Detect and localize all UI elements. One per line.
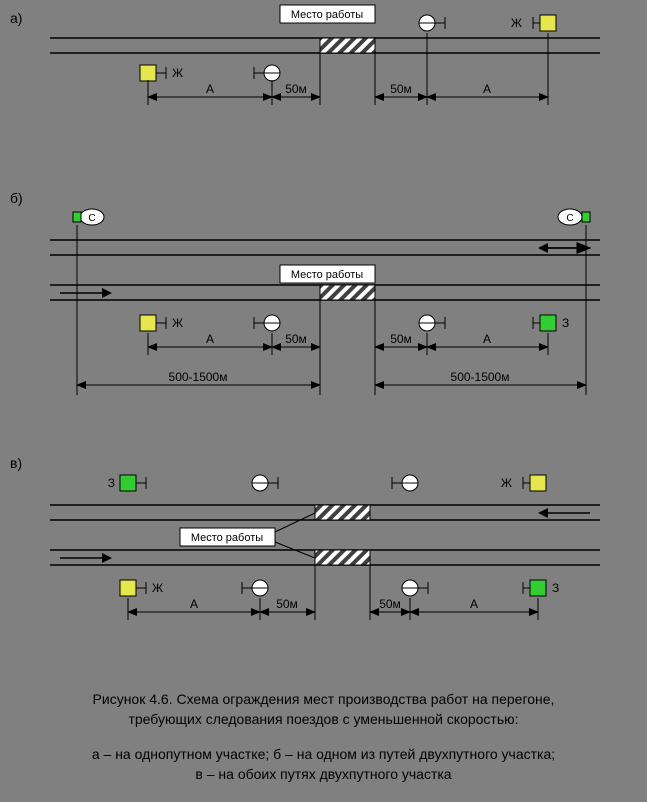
svg-text:Место работы: Место работы	[291, 9, 363, 21]
diagram-canvas: а) Место работы Ж Ж	[0, 0, 647, 802]
svg-text:50м: 50м	[390, 332, 412, 346]
svg-text:А: А	[190, 597, 198, 611]
svg-text:50м: 50м	[285, 82, 307, 96]
svg-text:500-1500м: 500-1500м	[169, 370, 228, 384]
caption-line4: в – на обоих путях двухпутного участка	[0, 765, 647, 785]
svg-text:З: З	[552, 581, 559, 595]
svg-text:Место работы: Место работы	[191, 532, 263, 544]
letter-b: б)	[10, 190, 23, 206]
svg-text:С: С	[88, 213, 95, 224]
svg-text:С: С	[566, 213, 573, 224]
svg-text:З: З	[562, 316, 569, 330]
svg-text:50м: 50м	[390, 82, 412, 96]
caption-line2: требующих следования поездов с уменьшенн…	[0, 710, 647, 730]
svg-text:А: А	[483, 332, 491, 346]
svg-text:А: А	[206, 332, 214, 346]
caption-line3: а – на однопутном участке; б – на одном …	[0, 745, 647, 765]
svg-text:500-1500м: 500-1500м	[451, 370, 510, 384]
svg-text:50м: 50м	[285, 332, 307, 346]
svg-text:50м: 50м	[276, 597, 298, 611]
letter-v: в)	[10, 455, 22, 471]
svg-text:Ж: Ж	[172, 66, 183, 80]
svg-text:Ж: Ж	[511, 16, 522, 30]
svg-text:З: З	[108, 476, 115, 490]
letter-a: а)	[10, 10, 22, 26]
svg-text:Место работы: Место работы	[291, 269, 363, 281]
svg-text:50м: 50м	[379, 597, 401, 611]
svg-text:А: А	[483, 82, 491, 96]
svg-text:Ж: Ж	[172, 316, 183, 330]
svg-text:Ж: Ж	[152, 581, 163, 595]
svg-text:А: А	[470, 597, 478, 611]
svg-text:А: А	[206, 82, 214, 96]
caption-line1: Рисунок 4.6. Схема ограждения мест произ…	[0, 690, 647, 710]
svg-text:Ж: Ж	[501, 476, 512, 490]
